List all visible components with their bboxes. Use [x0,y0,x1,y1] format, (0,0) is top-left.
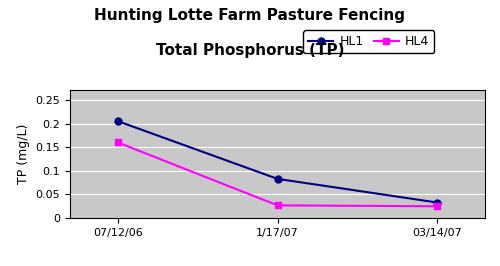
Line: HL1: HL1 [114,118,440,206]
Y-axis label: TP (mg/L): TP (mg/L) [17,124,30,184]
Line: HL4: HL4 [114,139,440,210]
Text: Hunting Lotte Farm Pasture Fencing: Hunting Lotte Farm Pasture Fencing [94,8,406,23]
HL1 [274,177,280,180]
HL4 [115,141,121,144]
HL4 [434,205,440,208]
HL1 [434,201,440,204]
HL1 [115,120,121,123]
HL4 [274,204,280,207]
Legend: HL1, HL4: HL1, HL4 [304,30,434,53]
Text: Total Phosphorus (TP): Total Phosphorus (TP) [156,43,344,57]
